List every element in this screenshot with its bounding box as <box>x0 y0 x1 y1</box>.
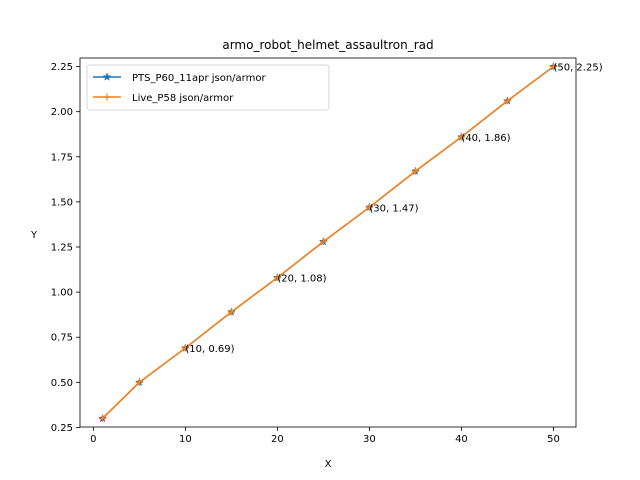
x-tick-label: 30 <box>363 434 376 445</box>
y-tick-label: 1.00 <box>51 288 73 299</box>
legend-label: PTS_P60_11apr json/armor <box>132 73 266 84</box>
data-point-plus <box>457 133 465 141</box>
data-label: (50, 2.25) <box>553 63 602 74</box>
plot-area: 0 10 20 30 40 50 0.25 0.50 0.75 1.00 1.25 1.50 1.75 2… <box>51 57 603 445</box>
data-label: (10, 0.69) <box>185 344 234 355</box>
data-label: (30, 1.47) <box>369 203 418 214</box>
data-label: (40, 1.86) <box>461 133 510 144</box>
y-tick-label: 1.25 <box>51 243 73 254</box>
data-point-plus <box>181 344 189 352</box>
y-tick-label: 1.75 <box>51 152 73 163</box>
legend-label: Live_P58 json/armor <box>132 93 234 104</box>
data-point-plus <box>549 63 557 71</box>
y-tick-label: 0.75 <box>51 333 73 344</box>
y-tick-label: 0.25 <box>51 423 73 434</box>
data-point-plus <box>273 274 281 282</box>
data-point-plus <box>411 167 419 175</box>
y-tick-label: 2.25 <box>51 62 73 73</box>
y-axis-title: Y <box>30 230 38 241</box>
y-tick-label: 2.00 <box>51 107 73 118</box>
x-tick-label: 0 <box>90 434 96 445</box>
x-tick-label: 20 <box>271 434 284 445</box>
data-label: (20, 1.08) <box>277 274 326 285</box>
legend-marker-plus <box>103 93 111 101</box>
axes-frame <box>79 57 577 428</box>
data-point-plus <box>365 203 373 211</box>
data-point-plus <box>135 378 143 386</box>
data-point-plus <box>319 238 327 246</box>
x-tick-label: 50 <box>547 434 560 445</box>
legend-box <box>86 64 330 111</box>
legend: PTS_P60_11apr json/armor Live_P58 json/ar… <box>86 64 330 111</box>
data-point-plus <box>503 97 511 105</box>
legend-marker-star <box>102 72 112 81</box>
y-tick-label: 1.50 <box>51 197 73 208</box>
x-tick-label: 10 <box>179 434 192 445</box>
y-tick-label: 0.50 <box>51 378 73 389</box>
data-point-plus <box>99 414 107 422</box>
chart-title: armo_robot_helmet_assaultron_rad <box>222 38 433 52</box>
data-point-plus <box>227 308 235 316</box>
x-axis-title: X <box>325 459 332 470</box>
x-tick-label: 40 <box>455 434 468 445</box>
